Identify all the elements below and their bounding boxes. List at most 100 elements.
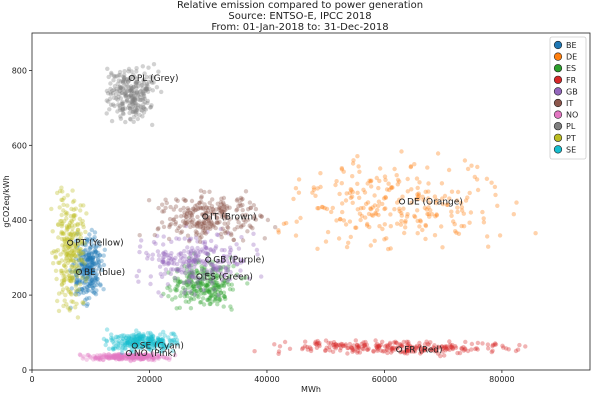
scatter-point: [78, 252, 84, 258]
scatter-point: [65, 249, 70, 254]
scatter-point: [101, 357, 106, 362]
scatter-point: [194, 220, 200, 226]
scatter-point: [143, 343, 149, 348]
scatter-point: [80, 275, 86, 280]
scatter-point: [141, 80, 146, 85]
scatter-point: [158, 349, 163, 354]
scatter-point: [72, 244, 78, 249]
scatter-point: [365, 181, 370, 186]
scatter-point: [381, 196, 387, 201]
scatter-point: [88, 262, 93, 267]
scatter-point: [213, 212, 218, 217]
scatter-point: [276, 230, 281, 235]
scatter-point: [390, 345, 395, 350]
scatter-point: [65, 193, 70, 198]
scatter-point: [93, 356, 98, 362]
scatter-point: [207, 278, 212, 284]
scatter-point: [214, 292, 219, 298]
scatter-point: [211, 275, 217, 280]
scatter-point: [90, 255, 96, 260]
scatter-point: [348, 345, 354, 350]
scatter-point: [120, 356, 125, 361]
scatter-point: [199, 269, 204, 274]
scatter-point: [240, 207, 245, 213]
scatter-point: [357, 211, 363, 216]
scatter-point: [59, 231, 64, 236]
scatter-point: [167, 338, 172, 343]
scatter-point: [130, 109, 136, 114]
scatter-point: [85, 263, 90, 269]
scatter-point: [77, 280, 82, 285]
scatter-point: [129, 100, 135, 105]
scatter-point: [79, 275, 85, 280]
scatter-point: [76, 287, 81, 292]
scatter-point: [70, 226, 75, 231]
scatter-point: [79, 239, 84, 245]
legend-item-es: ES: [553, 64, 576, 73]
scatter-point: [224, 268, 229, 273]
scatter-point: [165, 282, 171, 287]
scatter-point: [71, 216, 77, 222]
scatter-point: [208, 226, 213, 231]
scatter-point: [132, 343, 137, 349]
scatter-point: [99, 267, 105, 273]
scatter-point: [183, 288, 188, 293]
scatter-point: [129, 75, 135, 80]
scatter-point: [112, 346, 118, 351]
scatter-point: [89, 265, 94, 270]
scatter-point: [490, 342, 496, 348]
scatter-point: [68, 250, 73, 255]
scatter-point: [131, 356, 136, 361]
scatter-point: [130, 98, 136, 104]
scatter-point: [111, 73, 117, 79]
scatter-point: [201, 225, 206, 231]
scatter-point: [95, 253, 100, 258]
scatter-point: [352, 346, 358, 352]
scatter-point: [196, 279, 201, 284]
scatter-point: [230, 256, 236, 261]
scatter-point: [489, 180, 494, 185]
scatter-point: [125, 79, 131, 84]
annotation-es: ES (Green): [204, 272, 253, 282]
scatter-point: [78, 249, 84, 254]
scatter-point: [389, 185, 394, 191]
scatter-point: [154, 85, 160, 90]
scatter-point: [145, 337, 151, 342]
scatter-point: [189, 280, 194, 285]
scatter-point: [395, 177, 401, 183]
scatter-point: [160, 257, 166, 263]
scatter-point: [81, 300, 86, 306]
scatter-point: [377, 224, 382, 229]
scatter-point: [136, 331, 142, 336]
scatter-point: [116, 78, 122, 83]
scatter-point: [143, 342, 149, 347]
scatter-point: [417, 344, 422, 349]
scatter-point: [76, 292, 81, 297]
scatter-point: [133, 105, 138, 111]
scatter-point: [202, 267, 207, 272]
scatter-point: [150, 88, 155, 93]
scatter-point: [55, 298, 60, 304]
scatter-point: [134, 69, 139, 74]
scatter-point: [194, 223, 200, 228]
scatter-point: [119, 352, 124, 358]
scatter-point: [201, 302, 207, 307]
scatter-point: [93, 245, 99, 250]
scatter-point: [126, 355, 131, 360]
mean-marker-se: [131, 342, 138, 349]
scatter-point: [407, 343, 413, 348]
scatter-point: [480, 341, 485, 346]
scatter-point: [131, 109, 136, 115]
scatter-point: [222, 294, 227, 299]
scatter-point: [96, 266, 102, 271]
scatter-point: [106, 352, 112, 357]
scatter-point: [170, 256, 175, 262]
scatter-point: [63, 212, 69, 217]
scatter-point: [142, 338, 147, 343]
scatter-point: [137, 352, 142, 357]
scatter-point: [156, 342, 162, 348]
scatter-point: [441, 345, 447, 350]
scatter-point: [123, 352, 128, 358]
scatter-point: [135, 341, 141, 347]
scatter-point: [120, 106, 126, 111]
